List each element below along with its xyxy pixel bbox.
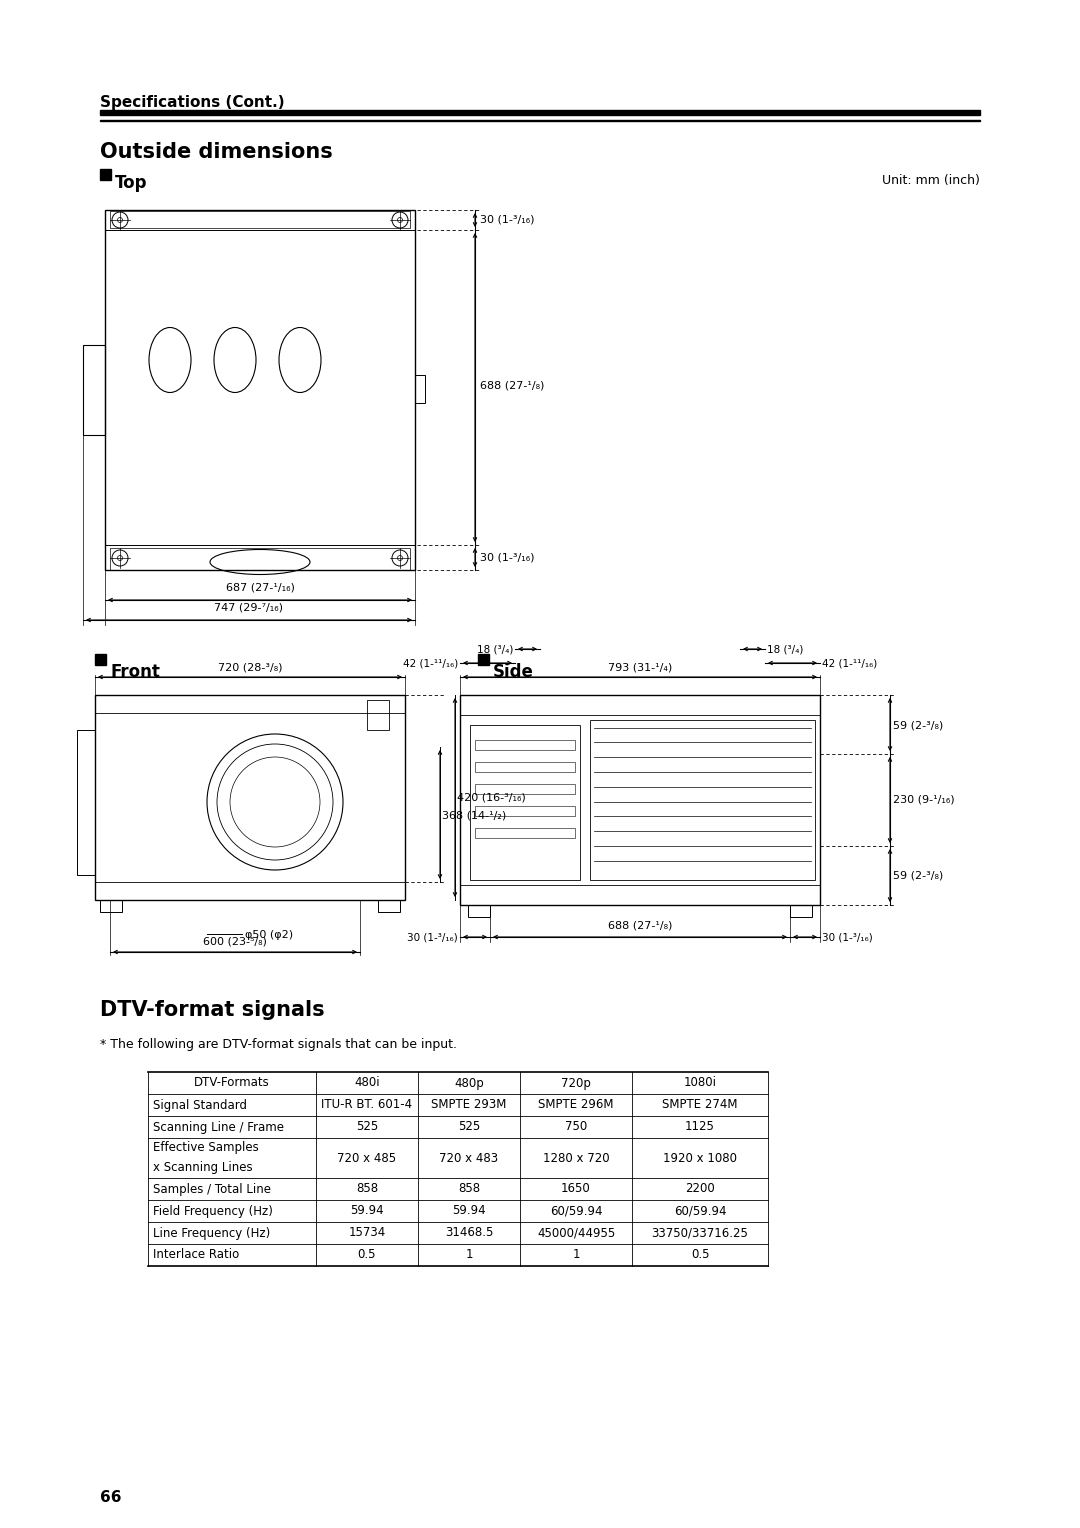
Bar: [83, 345, 105, 435]
Bar: [77, 730, 95, 876]
Text: SMPTE 274M: SMPTE 274M: [662, 1099, 738, 1111]
Text: φ50 (φ2): φ50 (φ2): [245, 931, 293, 940]
Text: Scanning Line / Frame: Scanning Line / Frame: [153, 1120, 284, 1134]
Bar: [95, 654, 106, 665]
Text: Samples / Total Line: Samples / Total Line: [153, 1183, 271, 1195]
Text: 33750/33716.25: 33750/33716.25: [651, 1227, 748, 1239]
Text: 230 (9-¹/₁₆): 230 (9-¹/₁₆): [893, 795, 955, 805]
Text: 30 (1-³/₁₆): 30 (1-³/₁₆): [480, 553, 535, 562]
Text: Interlace Ratio: Interlace Ratio: [153, 1248, 240, 1262]
Text: 720 x 483: 720 x 483: [440, 1152, 499, 1164]
Text: 31468.5: 31468.5: [445, 1227, 494, 1239]
Text: * The following are DTV-format signals that can be input.: * The following are DTV-format signals t…: [100, 1038, 457, 1051]
Bar: [110, 211, 410, 228]
Text: 720 (28-³/₈): 720 (28-³/₈): [218, 662, 282, 672]
Text: 30 (1-³/₁₆): 30 (1-³/₁₆): [822, 934, 873, 943]
Text: Front: Front: [110, 663, 160, 681]
Bar: [789, 905, 812, 917]
Bar: [475, 762, 575, 772]
Bar: [590, 720, 815, 880]
Text: 42 (1-¹¹/₁₆): 42 (1-¹¹/₁₆): [403, 659, 458, 669]
Bar: [475, 828, 575, 837]
Text: 687 (27-¹/₁₆): 687 (27-¹/₁₆): [226, 584, 295, 593]
Text: 420 (16-³/₁₆): 420 (16-³/₁₆): [457, 792, 526, 802]
Text: 480p: 480p: [454, 1077, 484, 1089]
Text: 1125: 1125: [685, 1120, 715, 1134]
Bar: [95, 695, 405, 900]
Text: DTV-format signals: DTV-format signals: [100, 999, 325, 1021]
Text: 60/59.94: 60/59.94: [550, 1204, 603, 1218]
Text: 1650: 1650: [562, 1183, 591, 1195]
Text: 42 (1-¹¹/₁₆): 42 (1-¹¹/₁₆): [822, 659, 877, 669]
Text: 720p: 720p: [562, 1077, 591, 1089]
Text: 30 (1-³/₁₆): 30 (1-³/₁₆): [480, 215, 535, 225]
Bar: [100, 110, 980, 115]
Text: 480i: 480i: [354, 1077, 380, 1089]
Text: SMPTE 293M: SMPTE 293M: [431, 1099, 507, 1111]
Text: ITU-R BT. 601-4: ITU-R BT. 601-4: [322, 1099, 413, 1111]
Bar: [460, 695, 820, 905]
Text: DTV-Formats: DTV-Formats: [194, 1077, 270, 1089]
Bar: [475, 784, 575, 795]
Bar: [110, 549, 410, 570]
Text: 59 (2-³/₈): 59 (2-³/₈): [893, 869, 943, 880]
Bar: [475, 740, 575, 750]
Text: Unit: mm (inch): Unit: mm (inch): [882, 174, 980, 186]
Text: 2200: 2200: [685, 1183, 715, 1195]
Text: 525: 525: [458, 1120, 481, 1134]
Text: 45000/44955: 45000/44955: [537, 1227, 616, 1239]
Bar: [100, 900, 122, 912]
Text: Side: Side: [492, 663, 534, 681]
Text: 15734: 15734: [349, 1227, 386, 1239]
Text: x Scanning Lines: x Scanning Lines: [153, 1161, 253, 1175]
Bar: [478, 654, 489, 665]
Text: 1280 x 720: 1280 x 720: [542, 1152, 609, 1164]
Text: 858: 858: [458, 1183, 481, 1195]
Text: 720 x 485: 720 x 485: [337, 1152, 396, 1164]
Text: 66: 66: [100, 1490, 121, 1505]
Bar: [470, 724, 580, 880]
Text: 30 (1-³/₁₆): 30 (1-³/₁₆): [407, 934, 458, 943]
Text: Field Frequency (Hz): Field Frequency (Hz): [153, 1204, 273, 1218]
Text: Specifications (Cont.): Specifications (Cont.): [100, 95, 285, 110]
Bar: [100, 170, 111, 180]
Text: 1: 1: [465, 1248, 473, 1262]
Bar: [367, 700, 389, 730]
Text: 1080i: 1080i: [684, 1077, 716, 1089]
Text: 59 (2-³/₈): 59 (2-³/₈): [893, 720, 943, 730]
Text: 60/59.94: 60/59.94: [674, 1204, 726, 1218]
Bar: [378, 900, 400, 912]
Text: 1: 1: [572, 1248, 580, 1262]
Bar: [475, 805, 575, 816]
Text: 750: 750: [565, 1120, 588, 1134]
Text: 1920 x 1080: 1920 x 1080: [663, 1152, 737, 1164]
Text: Line Frequency (Hz): Line Frequency (Hz): [153, 1227, 270, 1239]
Text: 600 (23-⁵/₈): 600 (23-⁵/₈): [203, 937, 267, 946]
Text: 368 (14-¹/₂): 368 (14-¹/₂): [442, 810, 507, 821]
Text: 0.5: 0.5: [691, 1248, 710, 1262]
Text: 747 (29-⁷/₁₆): 747 (29-⁷/₁₆): [215, 604, 283, 613]
Text: 0.5: 0.5: [357, 1248, 376, 1262]
Text: 18 (³/₄): 18 (³/₄): [767, 645, 804, 656]
Bar: [105, 209, 415, 570]
Text: SMPTE 296M: SMPTE 296M: [538, 1099, 613, 1111]
Text: 688 (27-¹/₈): 688 (27-¹/₈): [608, 921, 672, 931]
Text: Outside dimensions: Outside dimensions: [100, 142, 333, 162]
Text: Effective Samples: Effective Samples: [153, 1141, 259, 1155]
Text: 688 (27-¹/₈): 688 (27-¹/₈): [480, 380, 544, 390]
Text: Top: Top: [114, 174, 148, 193]
Text: 59.94: 59.94: [350, 1204, 383, 1218]
Text: 793 (31-¹/₄): 793 (31-¹/₄): [608, 662, 672, 672]
Text: Signal Standard: Signal Standard: [153, 1099, 247, 1111]
Text: 525: 525: [356, 1120, 378, 1134]
Text: 858: 858: [356, 1183, 378, 1195]
Bar: [415, 374, 426, 403]
Text: 59.94: 59.94: [453, 1204, 486, 1218]
Text: 18 (³/₄): 18 (³/₄): [476, 645, 513, 656]
Bar: [468, 905, 490, 917]
